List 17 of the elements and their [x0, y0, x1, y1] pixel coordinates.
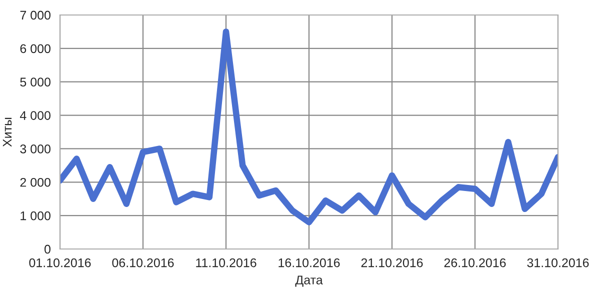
y-tick-label: 0: [44, 244, 50, 254]
x-axis-title: Дата: [295, 276, 323, 287]
y-tick-label: 7 000: [20, 10, 50, 20]
y-tick-label: 3 000: [20, 144, 50, 154]
y-tick-label: 5 000: [20, 78, 50, 87]
x-tick-label: 16.10.2016: [278, 258, 340, 268]
y-tick-label: 6 000: [20, 44, 50, 54]
x-tick-label: 06.10.2016: [112, 258, 174, 268]
y-tick-label: 4 000: [20, 111, 50, 120]
x-tick-label: 01.10.2016: [29, 258, 91, 268]
x-tick-label: 11.10.2016: [196, 258, 256, 268]
x-tick-label: 26.10.2016: [444, 258, 506, 268]
y-tick-label: 1 000: [20, 211, 50, 220]
y-tick-label: 2 000: [20, 178, 50, 187]
x-tick-label: 21.10.2016: [361, 258, 423, 268]
y-axis-title: Хиты: [2, 118, 12, 147]
x-tick-label: 31.10.2016: [527, 258, 589, 268]
